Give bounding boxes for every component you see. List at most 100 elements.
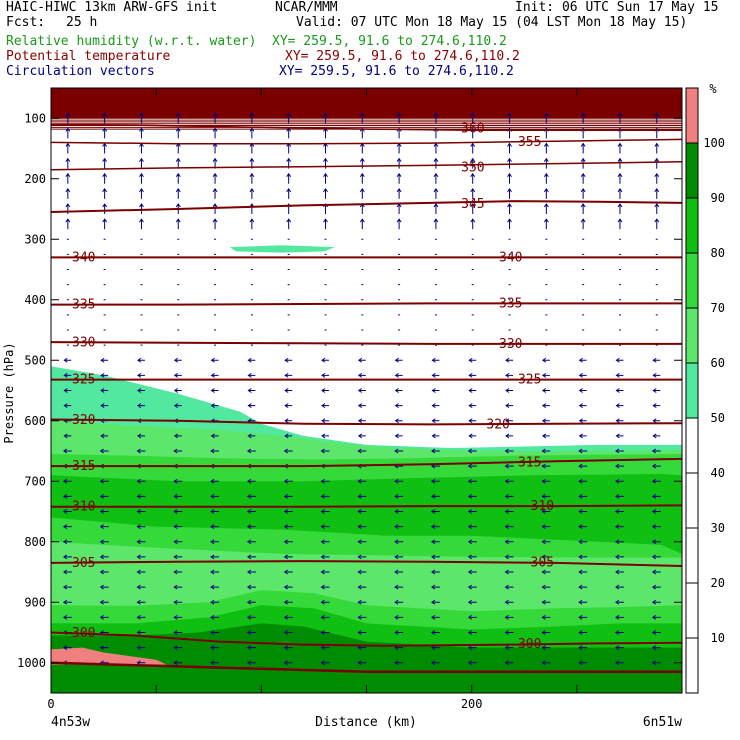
colorbar-band (686, 143, 698, 198)
circulation-vector (431, 388, 440, 393)
circulation-vector (541, 660, 551, 666)
circulation-vector (99, 584, 109, 590)
circulation-vector (431, 599, 440, 605)
circulation-vector (507, 142, 512, 154)
circulation-vector (320, 584, 330, 590)
y-tick-label: 500 (24, 353, 46, 367)
circulation-vector (615, 660, 624, 666)
circulation-vector (173, 645, 183, 651)
colorbar-band (686, 253, 698, 308)
field-rh-name: Relative humidity (w.r.t. water) (6, 34, 257, 49)
circulation-vector (615, 554, 624, 560)
circulation-vector (578, 584, 588, 590)
circulation-vector (654, 172, 660, 184)
rh-island-50-60 (229, 245, 335, 253)
circulation-vector (651, 493, 661, 499)
circulation-vector (62, 599, 72, 605)
circulation-vector (357, 418, 366, 424)
circulation-vector (210, 645, 220, 651)
circulation-vector (431, 433, 440, 439)
circulation-vector (396, 187, 402, 199)
circulation-vector (65, 142, 71, 154)
circulation-vector (651, 524, 661, 530)
circulation-vector (286, 127, 292, 139)
circulation-vector (396, 203, 402, 214)
circulation-vector (433, 218, 439, 230)
circulation-vector (286, 112, 292, 124)
circulation-vector (139, 157, 144, 169)
circulation-vector (62, 524, 72, 530)
circulation-vector (173, 433, 182, 439)
circulation-vector (578, 463, 588, 469)
circulation-vector (615, 418, 624, 424)
circulation-vector (102, 203, 108, 214)
circulation-vector (136, 584, 146, 590)
circulation-vector (468, 357, 477, 363)
circulation-vector (541, 569, 551, 575)
circulation-vector (175, 127, 181, 139)
circulation-vector (504, 509, 514, 514)
circulation-vector (249, 187, 255, 199)
circulation-vector (321, 418, 329, 424)
circulation-vector (63, 403, 72, 409)
circulation-vector (210, 614, 220, 620)
circulation-vector (320, 569, 330, 575)
circulation-vector (99, 645, 109, 651)
circulation-vector (210, 357, 219, 363)
circulation-vector (62, 448, 72, 454)
circulation-vector (320, 478, 330, 484)
isotherm-label-325: 325 (518, 373, 541, 388)
circulation-vector (212, 187, 218, 199)
circulation-vector (651, 509, 661, 514)
circulation-vector (578, 403, 587, 409)
colorbar-tick-label: 60 (711, 356, 725, 370)
y-tick-label: 700 (24, 474, 46, 488)
circulation-vector (136, 614, 146, 620)
circulation-vector (651, 539, 661, 545)
circulation-vector (431, 524, 440, 530)
circulation-vector (283, 569, 293, 575)
circulation-vector (651, 645, 661, 651)
circulation-vector (467, 448, 477, 454)
circulation-vector (63, 388, 72, 393)
circulation-vector (431, 509, 440, 514)
circulation-vector (578, 614, 588, 620)
isotherm-label-355: 355 (518, 135, 541, 150)
circulation-vector (283, 630, 293, 635)
circulation-vector (504, 493, 514, 499)
circulation-vector (247, 372, 256, 378)
colorbar-unit: % (709, 82, 717, 96)
circulation-vector (173, 539, 183, 545)
circulation-vector (100, 372, 109, 378)
colorbar-band (686, 88, 698, 143)
circulation-vector (541, 509, 551, 514)
circulation-vector (394, 554, 404, 560)
circulation-vector (615, 630, 624, 635)
circulation-vector (504, 478, 514, 484)
axes-layer: 100 200 300 400 500 600 700 800 900 1000 0 200 (17, 88, 683, 711)
circulation-vector (65, 187, 71, 199)
circulation-vector (578, 524, 588, 530)
circulation-vector (249, 112, 255, 124)
circulation-vector (357, 388, 366, 393)
circulation-vector (357, 599, 367, 605)
isotherm-label-330: 330 (499, 337, 522, 352)
circulation-vector (283, 509, 293, 514)
y-tick-label: 200 (24, 172, 46, 186)
circulation-vector (173, 372, 182, 378)
circulation-vector (173, 357, 182, 363)
circulation-vector (467, 614, 477, 620)
circulation-vector (652, 357, 661, 363)
circulation-vector (431, 493, 440, 499)
isotherm-label-340: 340 (72, 250, 95, 265)
circulation-vector (212, 112, 218, 124)
circulation-vector (543, 112, 549, 124)
circulation-vector (139, 127, 144, 139)
colorbar-tick-label: 100 (703, 136, 725, 150)
circulation-vector (136, 554, 146, 560)
circulation-vector (615, 539, 624, 545)
circulation-vector (470, 157, 476, 169)
circulation-vector (394, 524, 404, 530)
x-endpoint-left: 4n53w (51, 715, 90, 730)
